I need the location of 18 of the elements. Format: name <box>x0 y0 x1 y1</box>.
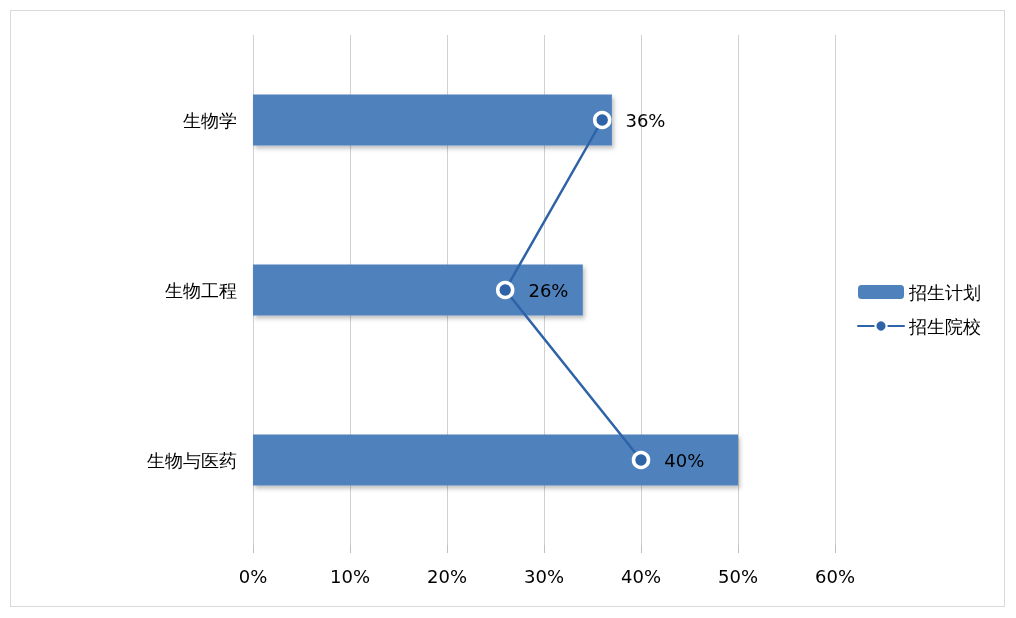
bar <box>253 434 738 486</box>
y-tick-label: 生物工程 <box>165 279 237 301</box>
legend-label: 招生院校 <box>908 315 981 337</box>
data-label: 26% <box>528 279 569 301</box>
bar <box>253 94 612 146</box>
legend-label: 招生计划 <box>908 281 981 303</box>
x-tick-label: 20% <box>426 565 468 587</box>
x-tick-label: 0% <box>238 565 268 587</box>
x-tick-label: 60% <box>814 565 856 587</box>
bar <box>253 264 583 316</box>
x-tick-label: 50% <box>717 565 759 587</box>
x-tick-label: 10% <box>329 565 371 587</box>
data-label: 40% <box>664 449 705 471</box>
x-tick-label: 30% <box>523 565 565 587</box>
y-tick-label: 生物与医药 <box>147 449 237 471</box>
y-tick-label: 生物学 <box>183 109 237 131</box>
x-tick-label: 40% <box>620 565 662 587</box>
data-label: 36% <box>625 109 666 131</box>
